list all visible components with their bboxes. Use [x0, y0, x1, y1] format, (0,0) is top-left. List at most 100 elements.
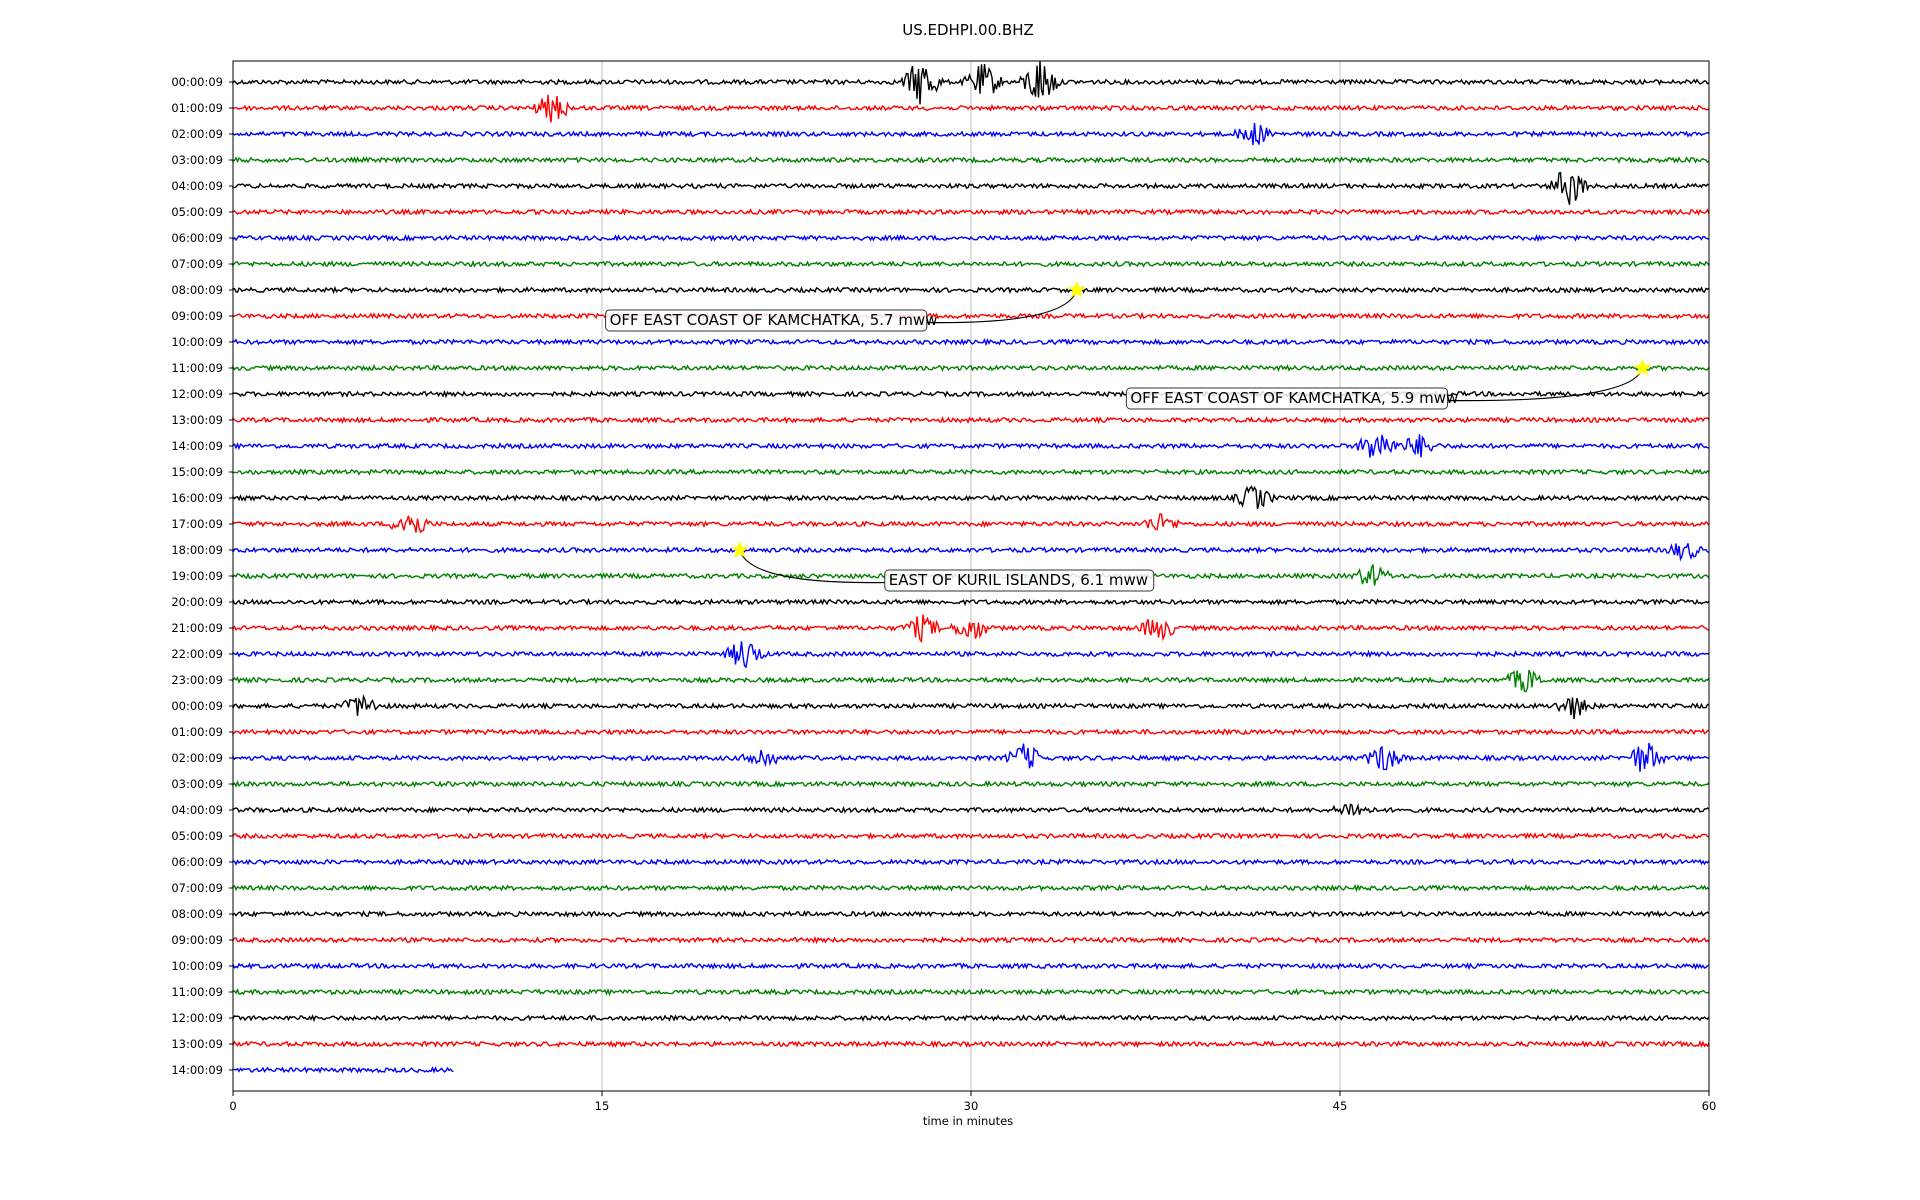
row-time-label: 13:00:09: [171, 413, 223, 427]
trace-line: [232, 485, 1710, 509]
row-time-label: 23:00:09: [171, 673, 223, 687]
row-time-label: 08:00:09: [171, 283, 223, 297]
trace-line: [232, 597, 1710, 607]
row-time-label: 17:00:09: [171, 517, 223, 531]
row-time-label: 11:00:09: [171, 361, 223, 375]
row-time-label: 10:00:09: [171, 335, 223, 349]
row-time-label: 20:00:09: [171, 595, 223, 609]
event-star-marker: [730, 540, 749, 558]
row-time-label: 05:00:09: [171, 205, 223, 219]
row-time-label: 10:00:09: [171, 959, 223, 973]
row-time-label: 22:00:09: [171, 647, 223, 661]
trace-line: [232, 415, 1710, 425]
trace-rows: [232, 61, 1710, 1074]
row-time-label: 07:00:09: [171, 257, 223, 271]
trace-line: [232, 641, 1710, 669]
event-star-marker: [1633, 358, 1652, 376]
trace-line: [232, 233, 1710, 243]
row-time-label: 11:00:09: [171, 985, 223, 999]
row-time-label: 19:00:09: [171, 569, 223, 583]
row-time-label: 01:00:09: [171, 725, 223, 739]
trace-line: [232, 909, 1710, 918]
trace-line: [232, 780, 1710, 789]
row-time-label: 04:00:09: [171, 179, 223, 193]
trace-line: [232, 94, 1710, 123]
row-time-label: 02:00:09: [171, 751, 223, 765]
trace-line: [232, 803, 1710, 817]
event-label: EAST OF KURIL ISLANDS, 6.1 mww: [889, 571, 1148, 589]
trace-line: [232, 171, 1710, 205]
row-time-label: 03:00:09: [171, 153, 223, 167]
chart-title: US.EDHPI.00.BHZ: [902, 21, 1034, 39]
trace-line: [232, 742, 1710, 772]
row-time-label: 00:00:09: [171, 75, 223, 89]
row-time-label: 13:00:09: [171, 1037, 223, 1051]
trace-line: [232, 259, 1710, 268]
trace-line: [232, 434, 1710, 458]
event-label-box: [1125, 387, 1449, 410]
row-time-label: 18:00:09: [171, 543, 223, 557]
trace-line: [232, 156, 1710, 165]
trace-line: [232, 1066, 454, 1074]
trace-line: [232, 857, 1710, 866]
row-time-label: 04:00:09: [171, 803, 223, 817]
row-time-label: 02:00:09: [171, 127, 223, 141]
row-time-label: 21:00:09: [171, 621, 223, 635]
trace-line: [232, 961, 1710, 971]
trace-line: [232, 935, 1710, 945]
x-tick-label: 45: [1333, 1099, 1348, 1113]
row-time-labels: 00:00:09 01:00:09 02:00:09 03:00:09 04:00:09…: [171, 75, 233, 1077]
row-time-label: 12:00:09: [171, 1011, 223, 1025]
event-label: OFF EAST COAST OF KAMCHATKA, 5.9 mww: [1130, 389, 1458, 407]
row-time-label: 08:00:09: [171, 907, 223, 921]
trace-line: [232, 363, 1710, 372]
trace-line: [232, 728, 1709, 737]
trace-line: [232, 207, 1710, 217]
trace-line: [232, 311, 1710, 321]
x-axis-ticks: 0 15 30 45 60: [229, 1091, 1716, 1113]
trace-line: [232, 987, 1710, 997]
trace-line: [232, 285, 1710, 295]
trace-line: [232, 513, 1710, 534]
x-axis-label: time in minutes: [923, 1114, 1013, 1128]
row-time-label: 15:00:09: [171, 465, 223, 479]
trace-line: [232, 337, 1710, 347]
row-time-label: 01:00:09: [171, 101, 223, 115]
trace-line: [232, 61, 1710, 105]
trace-line: [232, 1014, 1710, 1023]
row-time-label: 06:00:09: [171, 231, 223, 245]
trace-line: [232, 883, 1710, 893]
x-tick-label: 0: [229, 1099, 236, 1113]
row-time-label: 14:00:09: [171, 439, 223, 453]
row-time-label: 09:00:09: [171, 309, 223, 323]
trace-line: [232, 831, 1710, 841]
row-time-label: 03:00:09: [171, 777, 223, 791]
event-annotations: OFF EAST COAST OF KAMCHATKA, 5.7 mww OFF …: [605, 280, 1652, 592]
x-tick-label: 60: [1702, 1099, 1717, 1113]
row-time-label: 14:00:09: [171, 1063, 223, 1077]
event-connector: [739, 549, 885, 584]
trace-line: [232, 614, 1710, 644]
trace-line: [232, 389, 1710, 399]
row-time-label: 00:00:09: [171, 699, 223, 713]
event-connector: [926, 289, 1078, 324]
trace-line: [232, 123, 1710, 146]
event-label-box: [884, 569, 1155, 592]
row-time-label: 05:00:09: [171, 829, 223, 843]
event-label-box: [605, 309, 928, 332]
trace-line: [232, 694, 1710, 720]
row-time-label: 09:00:09: [171, 933, 223, 947]
trace-line: [232, 543, 1710, 562]
trace-line: [232, 669, 1710, 693]
event-label: OFF EAST COAST OF KAMCHATKA, 5.7 mww: [610, 311, 938, 329]
row-time-label: 06:00:09: [171, 855, 223, 869]
trace-line: [232, 468, 1710, 476]
event-star-marker: [1067, 280, 1086, 298]
event-connector: [1447, 367, 1644, 402]
trace-line: [232, 1040, 1710, 1049]
x-tick-label: 15: [595, 1099, 610, 1113]
row-time-label: 16:00:09: [171, 491, 223, 505]
x-tick-label: 30: [964, 1099, 979, 1113]
row-time-label: 07:00:09: [171, 881, 223, 895]
